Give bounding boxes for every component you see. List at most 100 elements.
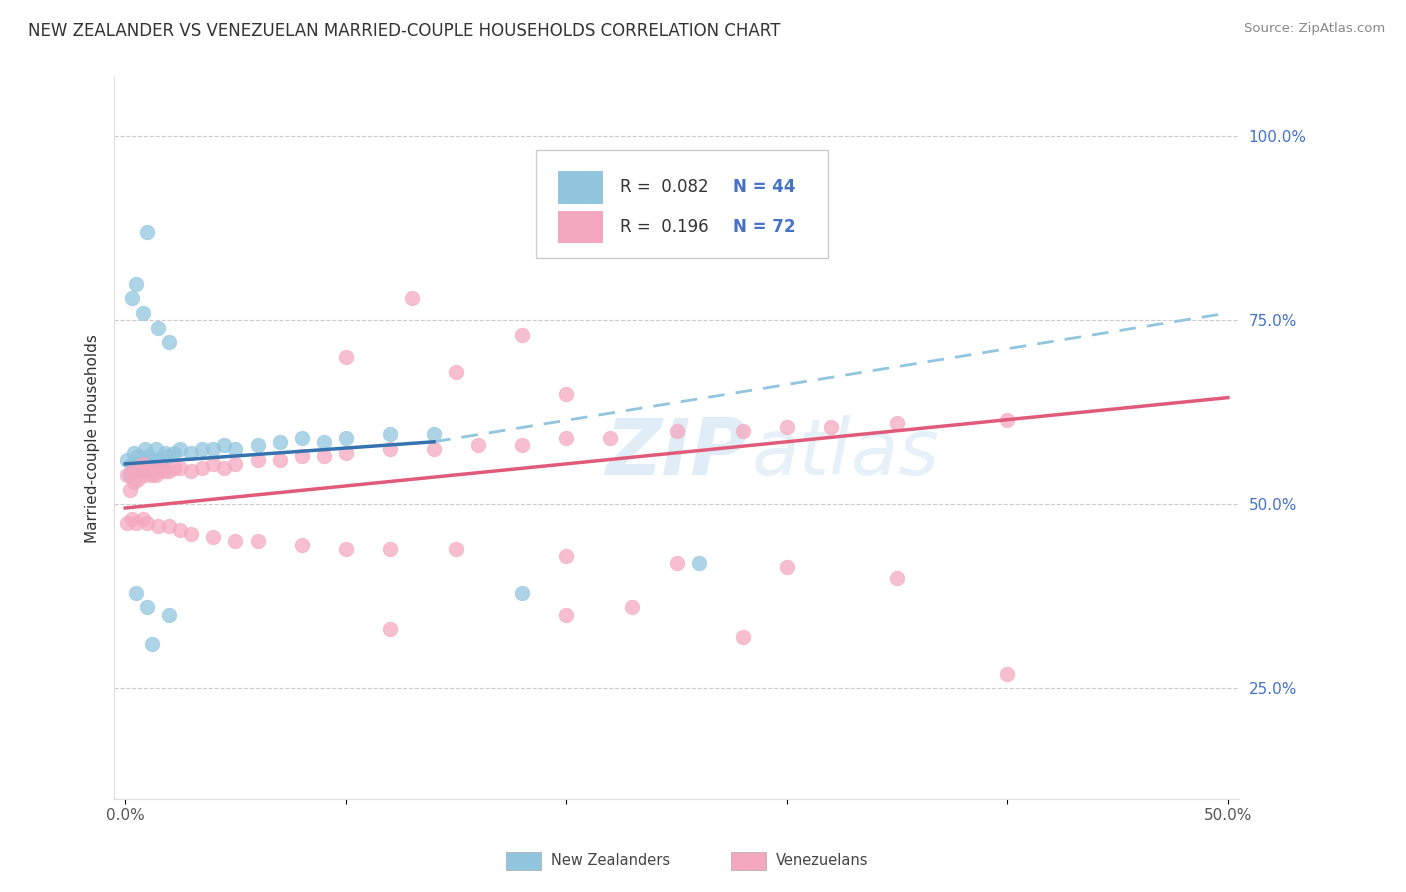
- Point: [191, 460, 214, 475]
- Point: [136, 225, 159, 239]
- Point: [224, 457, 246, 471]
- Point: [335, 431, 357, 445]
- Point: [118, 467, 141, 482]
- Point: [423, 427, 446, 442]
- Point: [510, 328, 533, 343]
- Point: [246, 534, 269, 549]
- Point: [125, 277, 148, 291]
- Point: [148, 320, 170, 334]
- Point: [555, 387, 578, 401]
- Point: [312, 434, 335, 449]
- Text: atlas: atlas: [751, 415, 939, 491]
- Point: [136, 464, 159, 478]
- Point: [378, 623, 401, 637]
- Point: [117, 453, 139, 467]
- Point: [202, 531, 225, 545]
- Point: [335, 350, 357, 364]
- Point: [776, 560, 799, 574]
- Point: [122, 446, 145, 460]
- Point: [125, 464, 148, 478]
- Point: [117, 516, 139, 530]
- Point: [134, 442, 156, 457]
- Text: Venezuelans: Venezuelans: [776, 854, 869, 868]
- Point: [141, 467, 163, 482]
- Point: [136, 516, 159, 530]
- Point: [122, 475, 145, 490]
- Point: [125, 516, 148, 530]
- Point: [378, 442, 401, 457]
- Point: [157, 464, 180, 478]
- Point: [191, 442, 214, 457]
- Point: [149, 453, 172, 467]
- Point: [127, 472, 149, 486]
- Point: [246, 438, 269, 452]
- Point: [444, 365, 467, 379]
- Point: [125, 460, 148, 475]
- Point: [665, 424, 688, 438]
- Point: [180, 464, 202, 478]
- Point: [148, 464, 170, 478]
- Point: [145, 442, 167, 457]
- Point: [136, 457, 159, 471]
- Point: [145, 467, 167, 482]
- FancyBboxPatch shape: [558, 211, 603, 244]
- Point: [269, 453, 291, 467]
- Point: [269, 434, 291, 449]
- Point: [153, 446, 176, 460]
- Point: [132, 453, 155, 467]
- FancyBboxPatch shape: [536, 150, 828, 258]
- Point: [132, 457, 155, 471]
- Point: [180, 446, 202, 460]
- Text: New Zealanders: New Zealanders: [551, 854, 671, 868]
- Point: [169, 460, 191, 475]
- Point: [224, 442, 246, 457]
- Point: [621, 600, 644, 615]
- Point: [731, 630, 754, 644]
- Point: [555, 607, 578, 622]
- Text: N = 44: N = 44: [733, 178, 796, 196]
- Point: [224, 534, 246, 549]
- Point: [141, 464, 163, 478]
- Text: Source: ZipAtlas.com: Source: ZipAtlas.com: [1244, 22, 1385, 36]
- Point: [335, 446, 357, 460]
- Point: [731, 424, 754, 438]
- Point: [157, 519, 180, 533]
- Point: [995, 666, 1018, 681]
- Point: [153, 464, 176, 478]
- Point: [148, 460, 170, 475]
- Point: [378, 541, 401, 556]
- Point: [118, 483, 141, 497]
- Point: [149, 460, 172, 475]
- FancyBboxPatch shape: [558, 171, 603, 203]
- Point: [157, 335, 180, 350]
- Point: [312, 450, 335, 464]
- Point: [291, 431, 314, 445]
- Point: [125, 585, 148, 599]
- Point: [157, 450, 180, 464]
- Point: [121, 457, 143, 471]
- Point: [163, 460, 186, 475]
- Point: [121, 464, 143, 478]
- Point: [129, 460, 152, 475]
- Point: [599, 431, 621, 445]
- Point: [142, 453, 165, 467]
- Point: [169, 523, 191, 537]
- Point: [157, 607, 180, 622]
- Text: R =  0.082: R = 0.082: [620, 178, 709, 196]
- Point: [202, 442, 225, 457]
- Point: [820, 420, 842, 434]
- Point: [121, 512, 143, 526]
- Text: N = 72: N = 72: [733, 218, 796, 235]
- Point: [510, 585, 533, 599]
- Point: [886, 417, 908, 431]
- Point: [148, 519, 170, 533]
- Point: [555, 549, 578, 563]
- Point: [132, 512, 155, 526]
- Point: [138, 450, 160, 464]
- Point: [169, 442, 191, 457]
- Point: [335, 541, 357, 556]
- Point: [378, 427, 401, 442]
- Point: [665, 556, 688, 570]
- Point: [688, 556, 710, 570]
- Point: [121, 291, 143, 305]
